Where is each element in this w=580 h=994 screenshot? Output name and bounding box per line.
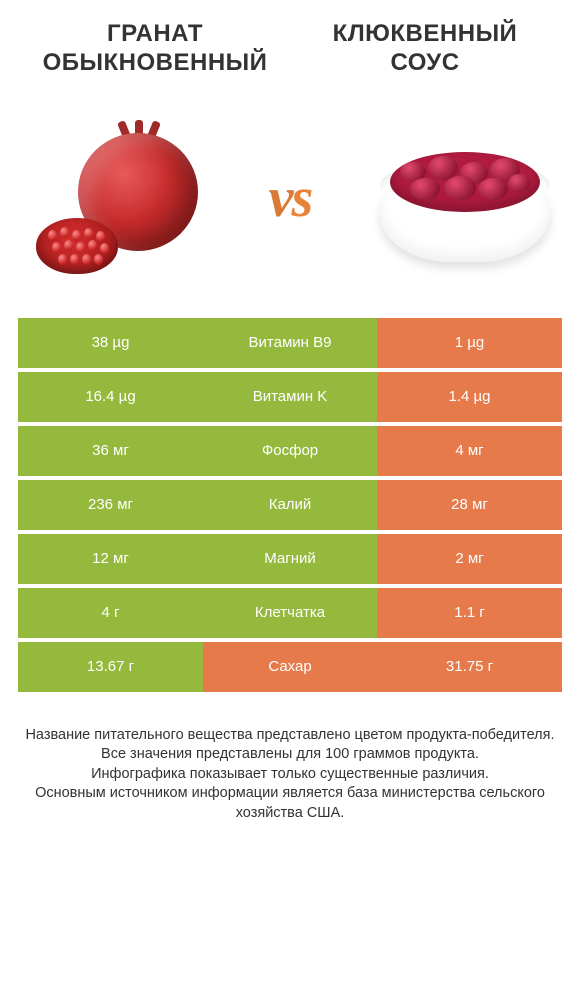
header: ГРАНАТ ОБЫКНОВЕННЫЙ КЛЮКВЕННЫЙ СОУС xyxy=(0,0,580,88)
nutrient-name: Сахар xyxy=(203,642,377,692)
table-row: 12 мгМагний2 мг xyxy=(18,534,562,584)
left-value: 12 мг xyxy=(18,534,203,584)
vs-label: vs xyxy=(269,166,312,230)
left-value: 13.67 г xyxy=(18,642,203,692)
table-row: 16.4 µgВитамин K1.4 µg xyxy=(18,372,562,422)
table-row: 236 мгКалий28 мг xyxy=(18,480,562,530)
right-value: 28 мг xyxy=(377,480,562,530)
nutrient-name: Клетчатка xyxy=(203,588,377,638)
cranberry-sauce-image xyxy=(360,98,560,298)
footer-line: Основным источником информации является … xyxy=(20,784,560,823)
nutrient-name: Магний xyxy=(203,534,377,584)
table-row: 13.67 гСахар31.75 г xyxy=(18,642,562,692)
left-value: 36 мг xyxy=(18,426,203,476)
left-value: 4 г xyxy=(18,588,203,638)
right-value: 2 мг xyxy=(377,534,562,584)
left-product-title: ГРАНАТ ОБЫКНОВЕННЫЙ xyxy=(30,20,280,78)
left-value: 236 мг xyxy=(18,480,203,530)
table-row: 4 гКлетчатка1.1 г xyxy=(18,588,562,638)
images-row: vs xyxy=(0,88,580,318)
right-value: 31.75 г xyxy=(377,642,562,692)
right-value: 1.4 µg xyxy=(377,372,562,422)
pomegranate-image xyxy=(20,98,220,298)
nutrient-table: 38 µgВитамин B91 µg16.4 µgВитамин K1.4 µ… xyxy=(0,318,580,692)
footer-line: Название питательного вещества представл… xyxy=(20,726,560,746)
footer-line: Инфографика показывает только существенн… xyxy=(20,765,560,785)
right-value: 1.1 г xyxy=(377,588,562,638)
nutrient-name: Витамин B9 xyxy=(203,318,377,368)
right-value: 4 мг xyxy=(377,426,562,476)
right-value: 1 µg xyxy=(377,318,562,368)
footer-notes: Название питательного вещества представл… xyxy=(0,696,580,834)
table-row: 36 мгФосфор4 мг xyxy=(18,426,562,476)
footer-line: Все значения представлены для 100 граммо… xyxy=(20,745,560,765)
left-value: 38 µg xyxy=(18,318,203,368)
nutrient-name: Фосфор xyxy=(203,426,377,476)
right-product-title: КЛЮКВЕННЫЙ СОУС xyxy=(300,20,550,78)
table-row: 38 µgВитамин B91 µg xyxy=(18,318,562,368)
left-value: 16.4 µg xyxy=(18,372,203,422)
nutrient-name: Калий xyxy=(203,480,377,530)
nutrient-name: Витамин K xyxy=(203,372,377,422)
